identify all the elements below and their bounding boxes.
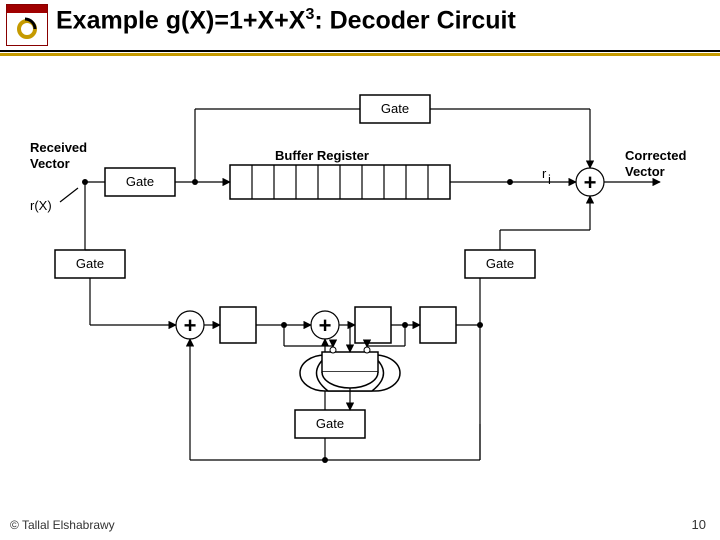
ri-label: r i xyxy=(542,166,551,187)
sr-stage-2 xyxy=(420,307,456,343)
node-ri xyxy=(507,179,513,185)
footer-copyright: © Tallal Elshabrawy xyxy=(10,518,115,532)
adder-sr2: + xyxy=(311,311,339,339)
title-rule-2 xyxy=(0,53,720,56)
adder-output: + xyxy=(576,168,604,196)
buffer-register-label: Buffer Register xyxy=(275,148,369,163)
title-rule-1 xyxy=(0,50,720,52)
gate-feedback-bottom: Gate xyxy=(295,410,365,438)
gate-buffer-in-label: Gate xyxy=(126,174,154,189)
sr-stage-0 xyxy=(220,307,256,343)
svg-text:Gate: Gate xyxy=(76,256,104,271)
corrected-label-1: Corrected xyxy=(625,148,686,163)
logo xyxy=(6,4,48,46)
and-bubble-1 xyxy=(330,347,336,353)
gate-top: Gate xyxy=(360,95,430,123)
received-label-2: Vector xyxy=(30,156,70,171)
page-title: Example g(X)=1+X+X3: Decoder Circuit xyxy=(56,6,516,35)
and-gate-body xyxy=(322,352,378,372)
svg-text:Gate: Gate xyxy=(486,256,514,271)
received-label-1: Received xyxy=(30,140,87,155)
buffer-register xyxy=(230,165,450,199)
rx-label: r(X) xyxy=(30,198,52,213)
svg-text:i: i xyxy=(548,172,551,187)
node-buf-tap xyxy=(192,179,198,185)
svg-text:Gate: Gate xyxy=(316,416,344,431)
page-number: 10 xyxy=(692,517,706,532)
and-bubble-2 xyxy=(364,347,370,353)
gate-top-label: Gate xyxy=(381,101,409,116)
sr-stage-1 xyxy=(355,307,391,343)
gate-error-right: Gate xyxy=(465,250,535,278)
decoder-circuit-diagram: Gate Buffer Register Received Vector r(X… xyxy=(0,60,720,510)
svg-text:+: + xyxy=(584,170,597,195)
svg-text:+: + xyxy=(319,313,332,338)
svg-text:r: r xyxy=(542,166,547,181)
corrected-label-2: Vector xyxy=(625,164,665,179)
svg-text:+: + xyxy=(184,313,197,338)
gate-buffer-in: Gate xyxy=(105,168,175,196)
node-fb-tap xyxy=(322,457,328,463)
gate-feedback-left: Gate xyxy=(55,250,125,278)
adder-sr1: + xyxy=(176,311,204,339)
